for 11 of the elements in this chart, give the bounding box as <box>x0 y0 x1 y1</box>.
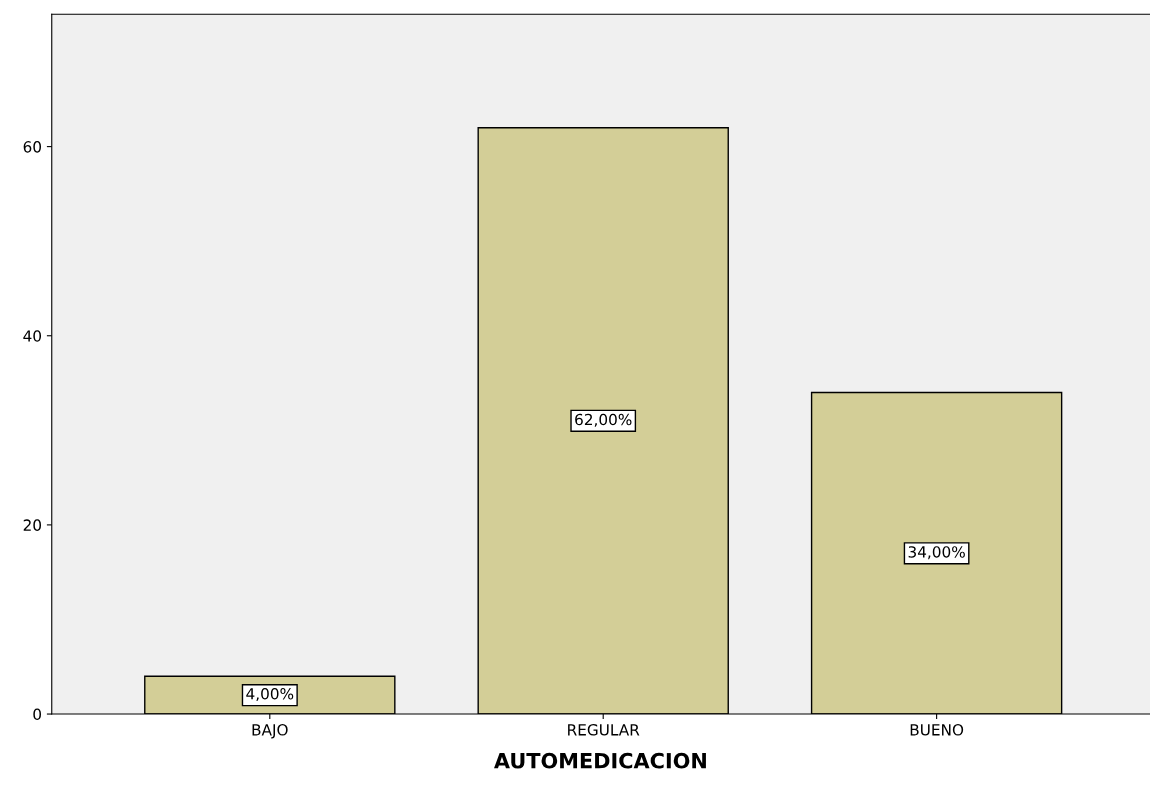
x-axis-title: AUTOMEDICACION <box>494 752 706 769</box>
y-tick-label: 20 <box>23 519 42 531</box>
data-label: 4,00% <box>246 688 294 702</box>
data-label: 34,00% <box>908 546 965 560</box>
y-tick-label: 60 <box>23 141 42 153</box>
data-label: 62,00% <box>575 413 632 427</box>
x-tick-label: REGULAR <box>568 724 640 736</box>
x-tick-label: BAJO <box>252 724 288 739</box>
y-tick-label: 40 <box>23 330 42 342</box>
x-tick-label: BUENO <box>910 724 964 736</box>
y-tick-label: 0 <box>33 708 42 721</box>
